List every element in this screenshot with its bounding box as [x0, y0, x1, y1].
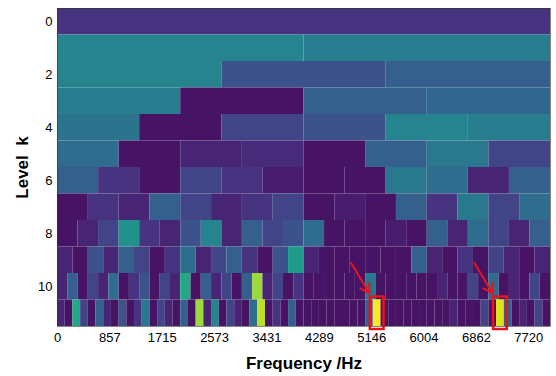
svg-text:6: 6 [45, 173, 52, 188]
svg-text:3431: 3431 [253, 330, 282, 345]
svg-text:6862: 6862 [462, 330, 491, 345]
svg-text:8: 8 [45, 226, 52, 241]
svg-text:Level k: Level k [13, 136, 32, 199]
svg-text:0: 0 [54, 330, 61, 345]
svg-text:Frequency /Hz: Frequency /Hz [246, 354, 362, 373]
svg-text:4289: 4289 [305, 330, 334, 345]
svg-text:5146: 5146 [357, 330, 386, 345]
svg-text:10: 10 [38, 279, 52, 294]
svg-text:857: 857 [99, 330, 121, 345]
svg-text:2573: 2573 [200, 330, 229, 345]
svg-text:0: 0 [45, 14, 52, 29]
svg-text:6004: 6004 [410, 330, 439, 345]
svg-text:7720: 7720 [514, 330, 543, 345]
svg-text:2: 2 [45, 67, 52, 82]
svg-text:4: 4 [45, 120, 52, 135]
svg-text:1715: 1715 [148, 330, 177, 345]
